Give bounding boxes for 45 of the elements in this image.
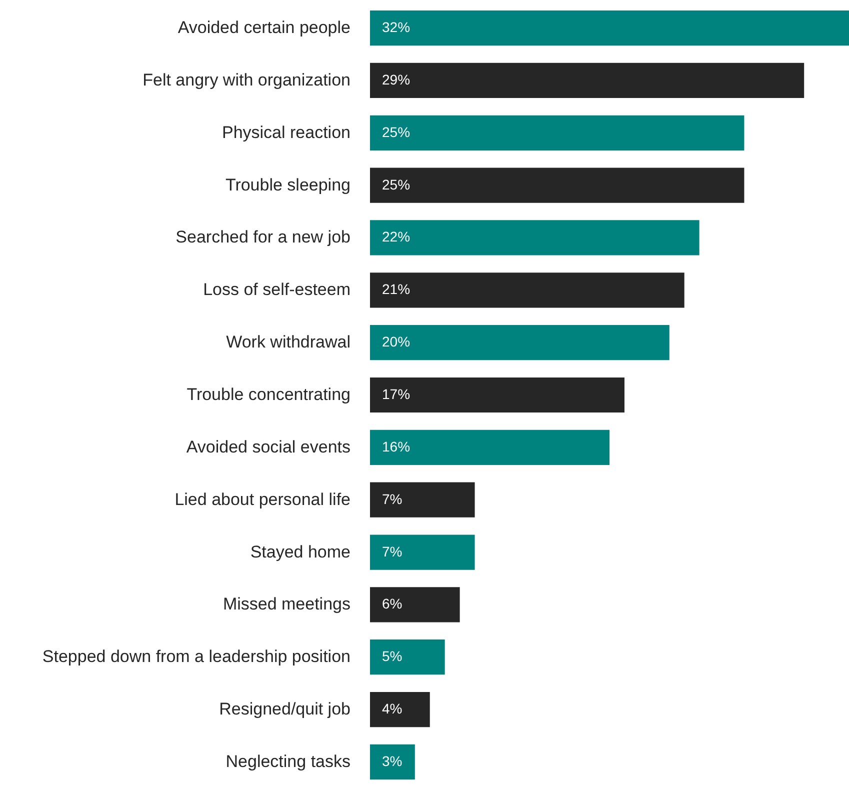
y-tick-label: Physical reaction [222, 122, 350, 142]
y-tick-label: Avoided social events [186, 437, 350, 456]
data-label: 7% [382, 490, 402, 507]
bar [370, 534, 475, 570]
bar [370, 377, 624, 413]
data-label: 16% [382, 438, 410, 454]
data-label: 32% [382, 19, 410, 36]
bar [370, 587, 460, 622]
data-label: 20% [382, 334, 410, 350]
data-label: 29% [382, 71, 410, 88]
y-tick-label: Trouble sleeping [225, 175, 350, 194]
data-label: 17% [382, 386, 410, 402]
data-label: 4% [382, 700, 402, 717]
data-label: 22% [382, 228, 410, 245]
data-label: 25% [382, 176, 410, 192]
data-label: 6% [382, 596, 402, 612]
y-tick-label: Loss of self-esteem [203, 280, 350, 300]
y-tick-label: Lied about personal life [174, 490, 350, 509]
bar [370, 168, 744, 203]
y-tick-label: Felt angry with organization [142, 70, 350, 90]
bar [370, 62, 804, 98]
bar [370, 10, 849, 46]
y-tick-label: Resigned/quit job [219, 700, 350, 719]
y-tick-label: Neglecting tasks [226, 752, 350, 771]
y-tick-label: Avoided certain people [178, 18, 350, 38]
y-tick-label: Searched for a new job [176, 228, 350, 247]
bar [370, 692, 430, 728]
y-tick-label: Stepped down from a leadership position [42, 647, 350, 666]
data-label: 3% [382, 752, 402, 769]
data-label: 21% [382, 281, 410, 298]
data-label: 25% [382, 124, 410, 140]
y-tick-label: Stayed home [250, 542, 350, 562]
bar [370, 430, 610, 465]
bar [370, 482, 475, 518]
y-tick-label: Trouble concentrating [186, 385, 350, 404]
bar [370, 640, 445, 675]
bar [370, 115, 744, 150]
bar [370, 220, 700, 256]
y-tick-label: Missed meetings [222, 594, 350, 614]
bar [370, 744, 415, 780]
y-tick-label: Work withdrawal [226, 332, 350, 352]
data-label: 5% [382, 648, 402, 664]
bar [370, 325, 670, 360]
bar [370, 272, 684, 308]
data-label: 7% [382, 543, 402, 560]
